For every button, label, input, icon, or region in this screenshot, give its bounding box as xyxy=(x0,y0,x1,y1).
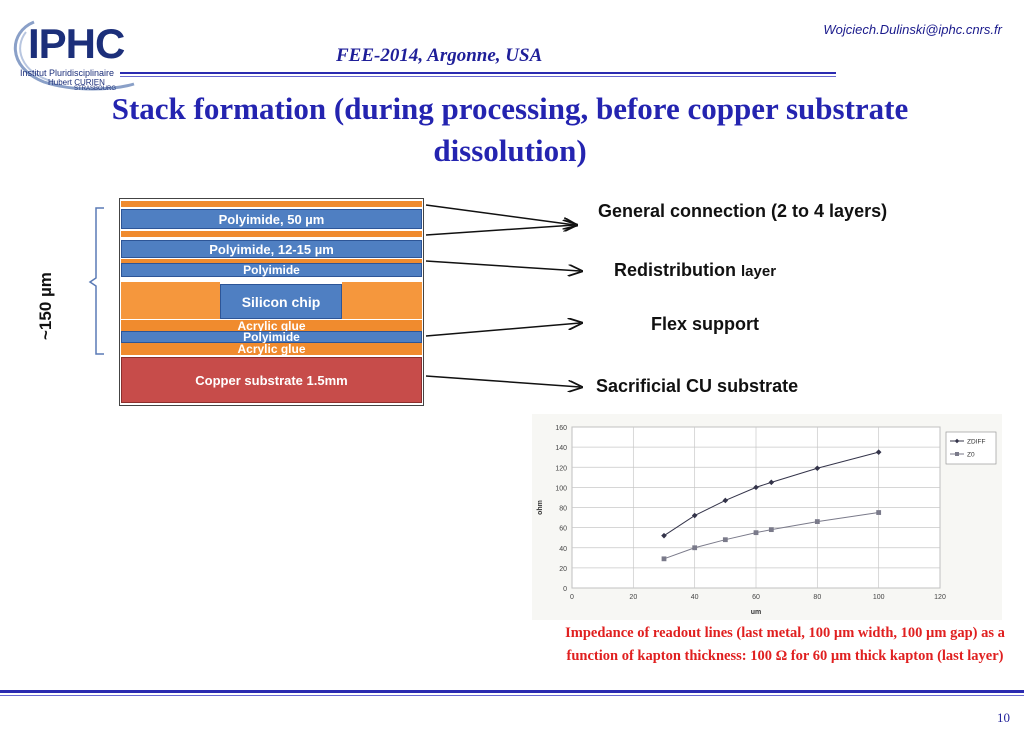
chip-fill-left xyxy=(121,282,220,319)
chart-caption: Impedance of readout lines (last metal, … xyxy=(565,625,1005,664)
chip-fill-right xyxy=(342,282,422,319)
data-point-zdiff xyxy=(722,497,729,504)
y-tick-label: 40 xyxy=(559,546,567,553)
y-tick-label: 80 xyxy=(559,506,567,513)
data-point-zdiff xyxy=(814,465,821,472)
logo-subtitle-3: STRASBOURG xyxy=(74,86,117,92)
data-point-z0 xyxy=(768,527,774,533)
logo-subtitle: Institut Pluridisciplinaire xyxy=(20,68,115,78)
chart-legend xyxy=(945,431,997,465)
thickness-bracket xyxy=(88,207,104,355)
header-divider-thin xyxy=(120,76,836,77)
page-number: 10 xyxy=(997,710,1010,725)
label-general-connection: General connection (2 to 4 layers) xyxy=(598,201,888,221)
legend-marker-z0 xyxy=(955,452,959,456)
layer-polyimide-12: Polyimide, 12-15 µm xyxy=(121,240,422,258)
legend-label-zdiff: ZDIFF xyxy=(967,439,985,446)
footer-divider-thin xyxy=(0,695,1024,696)
layer-polyimide-50: Polyimide, 50 µm xyxy=(121,209,422,229)
layer-silicon-chip: Silicon chip xyxy=(220,284,342,319)
label-flex-support: Flex support xyxy=(651,314,760,334)
y-tick-label: 120 xyxy=(555,465,567,472)
metal-layer-2 xyxy=(121,231,422,237)
logo-subtitle-2: Hubert CURIEN xyxy=(48,78,105,87)
layer-acrylic-glue-1: Acrylic glue xyxy=(121,319,422,333)
x-tick-label: 20 xyxy=(629,594,637,601)
y-axis-label: ohm xyxy=(537,500,544,515)
metal-layer-1 xyxy=(121,201,422,207)
x-tick-label: 80 xyxy=(813,594,821,601)
author-email[interactable]: Wojciech.Dulinski@iphc.cnrs.fr xyxy=(823,22,1002,37)
legend-label-z0: Z0 xyxy=(967,452,975,459)
x-axis-label: um xyxy=(751,609,762,616)
data-point-z0 xyxy=(814,519,820,524)
x-tick-label: 60 xyxy=(752,594,760,601)
thickness-label: ~150 µm xyxy=(36,272,55,340)
label-redistribution: Redistribution layer xyxy=(614,260,776,281)
layer-stack-diagram: Polyimide, 50 µm Polyimide, 12-15 µm Pol… xyxy=(119,198,424,406)
label-redistribution-main: Redistribution xyxy=(614,260,736,280)
x-tick-label: 40 xyxy=(691,594,699,601)
x-tick-label: 0 xyxy=(570,594,574,601)
layer-polyimide-top: Polyimide xyxy=(121,263,422,277)
conference-name: FEE-2014, Argonne, USA xyxy=(336,45,543,66)
logo-swoosh-icon xyxy=(13,20,135,91)
y-tick-label: 140 xyxy=(555,445,567,452)
y-tick-label: 20 xyxy=(559,566,567,573)
x-tick-label: 100 xyxy=(873,594,885,601)
logo: IPHC xyxy=(28,20,125,67)
label-sacrificial-substrate: Sacrificial CU substrate xyxy=(596,376,799,396)
slide-title: Stack formation (during processing, befo… xyxy=(111,91,909,168)
layer-copper-substrate: Copper substrate 1.5mm xyxy=(121,357,422,403)
data-point-zdiff xyxy=(875,449,882,455)
y-tick-label: 0 xyxy=(563,586,567,593)
data-point-z0 xyxy=(722,537,728,543)
impedance-chart: 0 20 40 60 80 100 120 140 160 0 20 40 60 80 100 120 um oh… xyxy=(532,414,1002,620)
data-point-z0 xyxy=(692,545,698,551)
x-tick-label: 120 xyxy=(934,594,946,601)
label-arrows xyxy=(425,204,590,395)
footer-divider xyxy=(0,690,1024,693)
data-point-zdiff xyxy=(768,479,775,486)
data-point-z0 xyxy=(876,510,882,515)
data-point-zdiff xyxy=(661,532,667,539)
data-point-z0 xyxy=(753,530,759,536)
data-point-zdiff xyxy=(691,512,698,519)
data-point-z0 xyxy=(661,556,667,562)
metal-layer-3 xyxy=(121,259,422,263)
label-redistribution-suffix: layer xyxy=(741,263,777,280)
y-tick-label: 100 xyxy=(555,485,567,492)
y-tick-label: 60 xyxy=(559,526,567,533)
layer-polyimide-mid: Polyimide xyxy=(121,330,422,344)
y-tick-label: 160 xyxy=(555,425,567,432)
header-divider xyxy=(120,72,836,74)
layer-acrylic-glue-2: Acrylic glue xyxy=(121,342,422,356)
